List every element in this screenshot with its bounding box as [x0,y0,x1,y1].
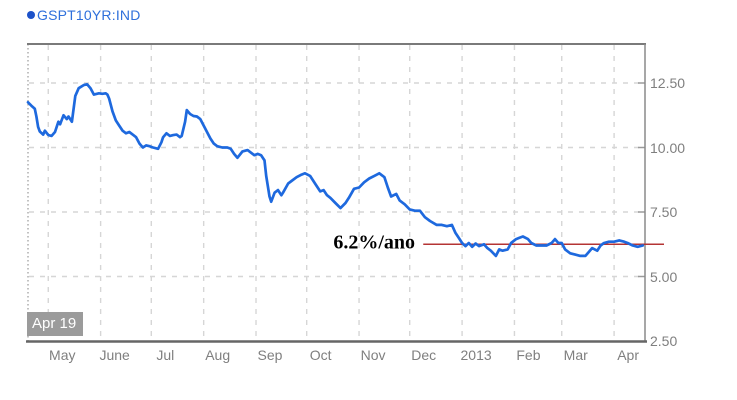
x-axis-label: Oct [309,347,332,363]
legend-item[interactable]: GSPT10YR:IND [27,7,141,23]
x-axis-label: Aug [205,347,231,363]
x-axis-label: Apr [617,347,639,363]
annotation-label: 6.2%/ano [333,231,415,254]
x-axis-label: June [99,347,130,363]
x-axis-label: Feb [516,347,541,363]
y-axis-label: 5.00 [650,268,678,285]
price-line [26,82,645,258]
x-axis-label: May [49,347,76,363]
x-axis-label: Jul [156,347,175,363]
x-axis-label: Mar [563,347,588,363]
y-axis-label: 12.50 [650,75,686,91]
x-axis-label: Dec [411,347,437,363]
start-date-badge: Apr 19 [27,312,84,336]
x-axis-label: 2013 [460,347,492,363]
series-symbol-label: GSPT10YR:IND [37,7,141,23]
y-axis-label: 10.00 [650,139,686,156]
x-axis-label: Nov [360,347,386,363]
series-marker-icon [27,11,35,19]
y-axis-label: 7.50 [650,204,678,220]
x-axis-label: Sep [257,347,283,363]
y-axis-label: 2.50 [650,333,678,349]
